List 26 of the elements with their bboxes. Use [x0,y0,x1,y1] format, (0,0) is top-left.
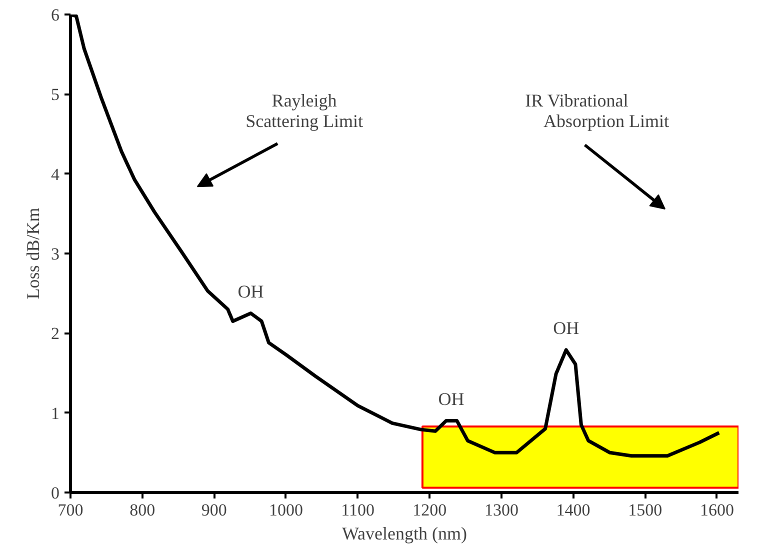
y-tick-label: 6 [51,6,60,24]
annotation: OH [238,281,264,302]
x-tick-label: 1300 [484,500,518,520]
annotation: IR Vibrational [525,90,628,111]
y-axis-title: Loss dB/Km [23,208,43,300]
annotation: Rayleigh [272,90,337,111]
x-tick-label: 1500 [628,500,662,520]
y-tick-label: 5 [51,85,60,104]
y-tick-label: 3 [51,244,60,264]
x-tick-label: 900 [201,500,227,520]
x-tick-label: 1100 [341,500,374,520]
x-tick-label: 1000 [268,500,303,520]
annotation: OH [553,318,580,338]
y-tick-label: 1 [51,404,60,423]
y-tick-label: 4 [51,164,60,184]
x-tick-label: 800 [130,500,156,520]
x-tick-label: 700 [58,500,84,520]
x-tick-label: 1600 [700,500,734,520]
x-axis-title: Wavelength (nm) [342,524,468,544]
annotation: Scattering Limit [246,111,364,132]
y-tick-label: 2 [51,324,60,344]
annotation: Absorption Limit [543,111,669,132]
x-tick-label: 1400 [556,500,590,520]
x-tick-label: 1200 [412,500,447,520]
annotation: OH [438,388,464,409]
y-tick-label: 0 [51,484,60,502]
